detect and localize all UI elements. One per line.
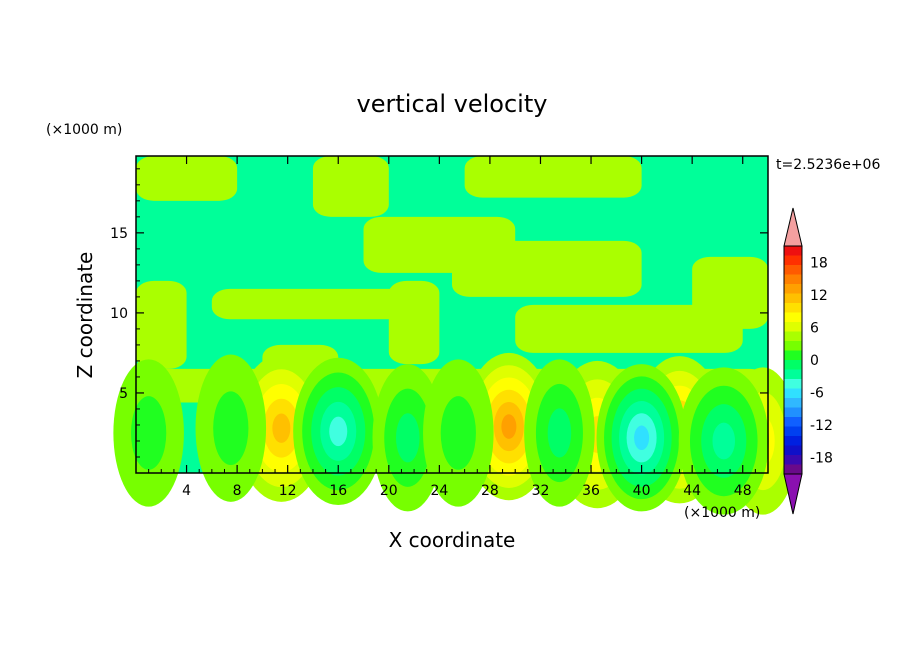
colorbar-band bbox=[784, 322, 802, 332]
y-tick-label: 5 bbox=[119, 386, 128, 402]
colorbar: -18 -12 -6 0 6 12 18 bbox=[783, 207, 833, 515]
x-tick-label: 20 bbox=[380, 483, 398, 499]
x-axis-label: X coordinate bbox=[389, 528, 516, 552]
velocity-contour bbox=[213, 391, 249, 465]
colorbar-band bbox=[784, 265, 802, 275]
zero-level-patch bbox=[312, 156, 389, 217]
x-tick-label: 40 bbox=[633, 483, 651, 499]
x-tick-label: 16 bbox=[329, 483, 347, 499]
colorbar-band bbox=[784, 369, 802, 379]
zero-level-patch bbox=[388, 280, 440, 365]
y-tick-label: 10 bbox=[110, 306, 128, 322]
colorbar-band bbox=[784, 360, 802, 370]
colorbar-tick-label: -18 bbox=[810, 451, 833, 467]
colorbar-band bbox=[784, 388, 802, 398]
zero-level-patch bbox=[515, 304, 743, 353]
colorbar-tick-label: 12 bbox=[810, 288, 828, 304]
colorbar-band bbox=[784, 246, 802, 256]
velocity-contour bbox=[634, 425, 650, 451]
colorbar-band bbox=[784, 284, 802, 294]
y-axis-label: Z coordinate bbox=[73, 252, 97, 379]
zero-level-patch bbox=[136, 156, 238, 201]
colorbar-tick-label: -6 bbox=[810, 386, 824, 402]
velocity-contour bbox=[440, 396, 476, 470]
colorbar-band bbox=[784, 379, 802, 389]
y-units-label: (×1000 m) bbox=[46, 122, 122, 138]
colorbar-band bbox=[784, 417, 802, 427]
colorbar-band bbox=[784, 274, 802, 284]
colorbar-tick-label: 18 bbox=[810, 255, 828, 271]
velocity-contour bbox=[272, 413, 291, 443]
plot-area bbox=[113, 155, 799, 515]
velocity-cells bbox=[113, 352, 799, 515]
x-tick-label: 24 bbox=[430, 483, 448, 499]
velocity-contour bbox=[547, 408, 572, 458]
colorbar-band bbox=[784, 455, 802, 465]
colorbar-tick-label: 0 bbox=[810, 353, 819, 369]
velocity-contour bbox=[131, 396, 167, 470]
colorbar-band bbox=[784, 445, 802, 455]
colorbar-band bbox=[784, 341, 802, 351]
zero-level-patch bbox=[464, 156, 642, 198]
colorbar-band bbox=[784, 398, 802, 408]
colorbar-frame bbox=[783, 245, 803, 475]
x-tick-label: 48 bbox=[734, 483, 752, 499]
x-tick-label: 28 bbox=[481, 483, 499, 499]
x-units-label: (×1000 m) bbox=[684, 505, 760, 521]
zero-level-patch bbox=[136, 280, 187, 369]
zero-level-patch bbox=[692, 256, 768, 329]
x-tick-label: 36 bbox=[582, 483, 600, 499]
velocity-contour bbox=[712, 422, 736, 460]
colorbar-band bbox=[784, 464, 802, 474]
time-label: t=2.5236e+06 bbox=[776, 157, 880, 173]
zero-level-patch bbox=[211, 288, 415, 320]
velocity-contour bbox=[501, 414, 517, 439]
colorbar-band bbox=[784, 407, 802, 417]
x-tick-label: 8 bbox=[233, 483, 242, 499]
colorbar-band bbox=[784, 331, 802, 341]
zero-level-patch bbox=[452, 240, 642, 297]
colorbar-tick-label: 6 bbox=[810, 320, 819, 336]
colorbar-band bbox=[784, 436, 802, 446]
y-axis: 5 10 15 bbox=[110, 168, 768, 458]
velocity-contour bbox=[396, 413, 420, 463]
x-tick-label: 12 bbox=[279, 483, 297, 499]
colorbar-band bbox=[784, 350, 802, 360]
colorbar-band bbox=[784, 293, 802, 303]
colorbar-band bbox=[784, 303, 802, 313]
x-tick-label: 4 bbox=[182, 483, 191, 499]
colorbar-band bbox=[784, 312, 802, 322]
x-tick-label: 32 bbox=[532, 483, 550, 499]
colorbar-band bbox=[784, 255, 802, 265]
colorbar-over-arrow bbox=[783, 207, 803, 247]
x-tick-label: 44 bbox=[683, 483, 701, 499]
colorbar-tick-label: -12 bbox=[810, 418, 833, 434]
chart-title: vertical velocity bbox=[357, 90, 548, 118]
y-tick-label: 15 bbox=[110, 226, 128, 242]
x-axis: 4 8 12 16 20 24 28 32 36 40 44 48 bbox=[148, 156, 756, 499]
velocity-contour bbox=[329, 416, 348, 447]
colorbar-band bbox=[784, 426, 802, 436]
